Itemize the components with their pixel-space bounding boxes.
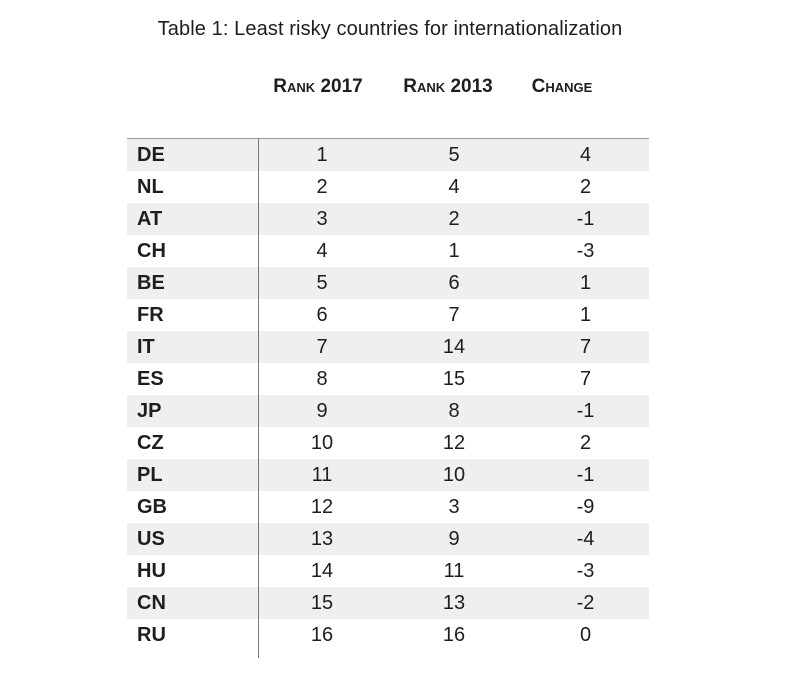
table-row: NL 2 4 2	[127, 171, 649, 203]
column-header-rank-2017: Rank 2017	[273, 76, 363, 97]
rank-2017-cell: 8	[316, 367, 328, 390]
country-cell: FR	[137, 303, 164, 326]
rank-2013-cell: 12	[442, 431, 466, 454]
country-cell: JP	[137, 399, 162, 422]
change-cell: 1	[579, 271, 592, 294]
rank-2013-cell: 3	[448, 495, 460, 518]
column-header-rank-2013: Rank 2013	[403, 76, 493, 97]
country-cell: HU	[137, 559, 166, 582]
rank-2017-cell: 9	[316, 399, 328, 422]
rank-2013-cell: 2	[448, 207, 460, 230]
column-header-change: Change	[531, 76, 593, 97]
table-row: GB 12 3 -9	[127, 491, 649, 523]
change-cell: -1	[576, 207, 595, 230]
country-cell: CZ	[137, 431, 164, 454]
table-row: PL 11 10 -1	[127, 459, 649, 491]
rank-2017-cell: 10	[310, 431, 334, 454]
table-row: CH 4 1 -3	[127, 235, 649, 267]
rank-2017-cell: 11	[311, 463, 333, 486]
table-row: US 13 9 -4	[127, 523, 649, 555]
table-row: FR 6 7 1	[127, 299, 649, 331]
country-cell: GB	[137, 495, 167, 518]
country-cell: BE	[137, 271, 165, 294]
country-cell: PL	[137, 463, 163, 486]
rank-2013-cell: 11	[443, 559, 465, 582]
change-cell: 1	[579, 303, 592, 326]
rank-2017-cell: 7	[316, 335, 328, 358]
change-cell: -4	[576, 527, 595, 550]
country-cell: AT	[137, 207, 163, 230]
table-row: CZ 10 12 2	[127, 427, 649, 459]
change-cell: -1	[576, 463, 595, 486]
table-row: BE 5 6 1	[127, 267, 649, 299]
table-row: HU 14 11 -3	[127, 555, 649, 587]
ranking-table: DE 1 5 4 NL 2 4 2 AT 3 2 -1 CH 4 1 -3 BE 5 6 1 FR 6 7 1 IT 7 14 7 ES…	[127, 138, 649, 651]
change-cell: -3	[576, 239, 595, 262]
rank-2017-cell: 16	[310, 623, 334, 646]
rank-2013-cell: 10	[442, 463, 466, 486]
change-cell: -1	[576, 399, 595, 422]
rank-2013-cell: 1	[448, 239, 460, 262]
table-row: DE 1 5 4	[127, 139, 649, 171]
rank-2013-cell: 4	[448, 175, 460, 198]
change-cell: 2	[579, 431, 592, 454]
rank-2013-cell: 5	[448, 143, 460, 166]
rank-2013-cell: 15	[442, 367, 466, 390]
country-cell: US	[137, 527, 165, 550]
change-cell: -2	[576, 591, 595, 614]
rank-2013-cell: 7	[448, 303, 460, 326]
rank-2013-cell: 9	[448, 527, 460, 550]
rank-2017-cell: 14	[310, 559, 334, 582]
country-cell: IT	[137, 335, 155, 358]
country-cell: DE	[137, 143, 165, 166]
rank-2013-cell: 16	[442, 623, 466, 646]
country-cell: CH	[137, 239, 166, 262]
rank-2017-cell: 2	[316, 175, 328, 198]
rank-2013-cell: 14	[442, 335, 466, 358]
table-row: CN 15 13 -2	[127, 587, 649, 619]
rank-2017-cell: 15	[310, 591, 334, 614]
change-cell: 0	[579, 623, 592, 646]
rank-2013-cell: 13	[442, 591, 466, 614]
table-row: AT 3 2 -1	[127, 203, 649, 235]
rank-2017-cell: 6	[316, 303, 328, 326]
rank-2017-cell: 3	[316, 207, 328, 230]
country-cell: ES	[137, 367, 164, 390]
rank-2017-cell: 12	[310, 495, 334, 518]
rank-2017-cell: 1	[316, 143, 328, 166]
change-cell: -9	[576, 495, 595, 518]
rank-2017-cell: 13	[310, 527, 334, 550]
change-cell: 2	[579, 175, 592, 198]
rank-2017-cell: 4	[316, 239, 328, 262]
country-cell: CN	[137, 591, 166, 614]
table-row: IT 7 14 7	[127, 331, 649, 363]
change-cell: -3	[576, 559, 595, 582]
table-row: JP 9 8 -1	[127, 395, 649, 427]
table-row: RU 16 16 0	[127, 619, 649, 651]
rank-2013-cell: 6	[448, 271, 460, 294]
rank-2013-cell: 8	[448, 399, 460, 422]
change-cell: 7	[579, 367, 592, 390]
rank-2017-cell: 5	[316, 271, 328, 294]
table-divider	[258, 139, 259, 658]
table-row: ES 8 15 7	[127, 363, 649, 395]
change-cell: 4	[579, 143, 592, 166]
country-cell: NL	[137, 175, 164, 198]
table-title: Table 1: Least risky countries for inter…	[157, 18, 623, 40]
change-cell: 7	[579, 335, 592, 358]
country-cell: RU	[137, 623, 166, 646]
